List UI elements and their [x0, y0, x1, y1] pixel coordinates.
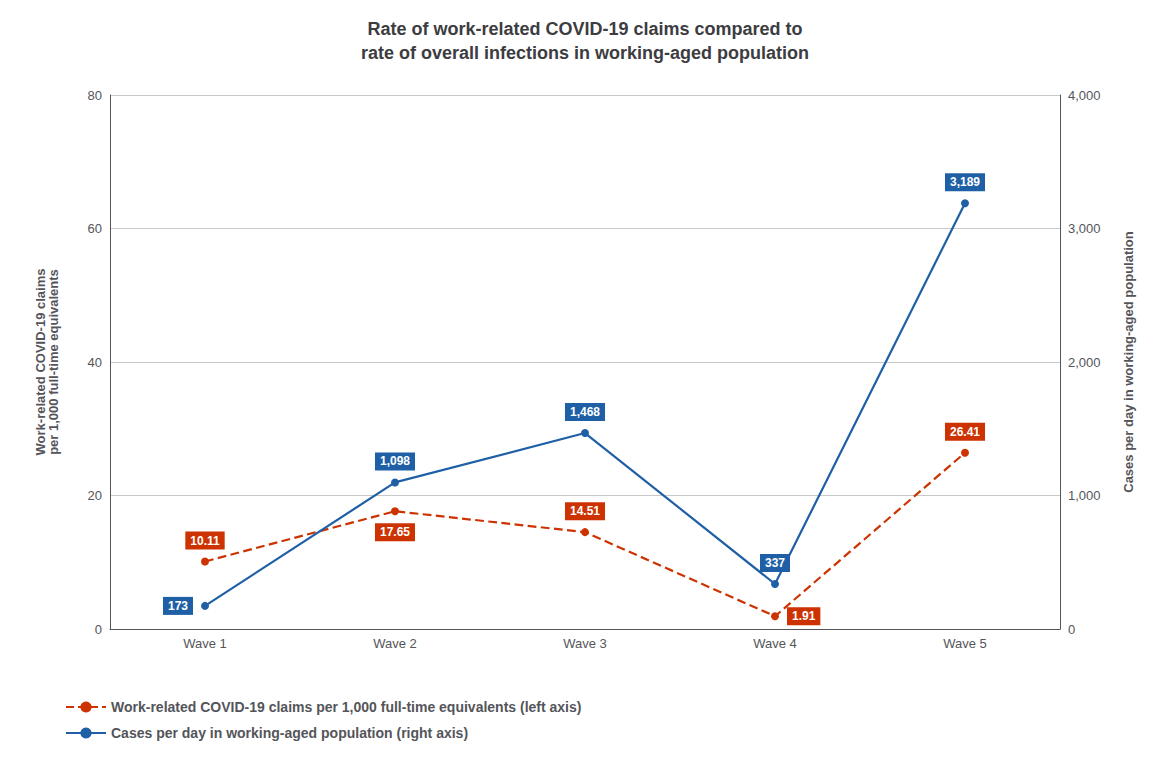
svg-text:3,189: 3,189 — [950, 175, 980, 189]
svg-text:1,098: 1,098 — [380, 454, 410, 468]
svg-text:80: 80 — [88, 88, 102, 103]
svg-text:4,000: 4,000 — [1068, 88, 1101, 103]
svg-text:1,000: 1,000 — [1068, 488, 1101, 503]
svg-text:14.51: 14.51 — [570, 504, 600, 518]
svg-text:Cases per day in working-aged: Cases per day in working-aged population — [1121, 231, 1136, 493]
svg-text:Wave 2: Wave 2 — [373, 636, 417, 651]
svg-text:40: 40 — [88, 355, 102, 370]
svg-text:rate of overall infections in: rate of overall infections in working-ag… — [361, 43, 809, 63]
svg-text:337: 337 — [765, 556, 785, 570]
svg-text:60: 60 — [88, 221, 102, 236]
svg-text:Wave 3: Wave 3 — [563, 636, 607, 651]
svg-text:26.41: 26.41 — [950, 425, 980, 439]
svg-text:2,000: 2,000 — [1068, 355, 1101, 370]
svg-text:10.11: 10.11 — [190, 534, 220, 548]
svg-text:20: 20 — [88, 488, 102, 503]
svg-text:Cases per day in working-aged: Cases per day in working-aged population… — [111, 725, 468, 741]
svg-text:Rate of work-related COVID-19: Rate of work-related COVID-19 claims com… — [367, 19, 802, 39]
svg-text:0: 0 — [95, 622, 102, 637]
svg-text:Work-related COVID-19 claims: Work-related COVID-19 claims — [33, 268, 48, 456]
svg-text:Wave 5: Wave 5 — [943, 636, 987, 651]
svg-text:per 1,000 full-time equivalent: per 1,000 full-time equivalents — [46, 269, 61, 455]
svg-text:1,468: 1,468 — [570, 405, 600, 419]
svg-text:17.65: 17.65 — [380, 525, 410, 539]
svg-text:0: 0 — [1068, 622, 1075, 637]
svg-text:1.91: 1.91 — [792, 609, 816, 623]
svg-text:3,000: 3,000 — [1068, 221, 1101, 236]
svg-text:Wave 1: Wave 1 — [183, 636, 227, 651]
svg-text:173: 173 — [168, 599, 188, 613]
svg-text:Work-related COVID-19 claims p: Work-related COVID-19 claims per 1,000 f… — [111, 699, 581, 715]
svg-text:Wave 4: Wave 4 — [753, 636, 797, 651]
